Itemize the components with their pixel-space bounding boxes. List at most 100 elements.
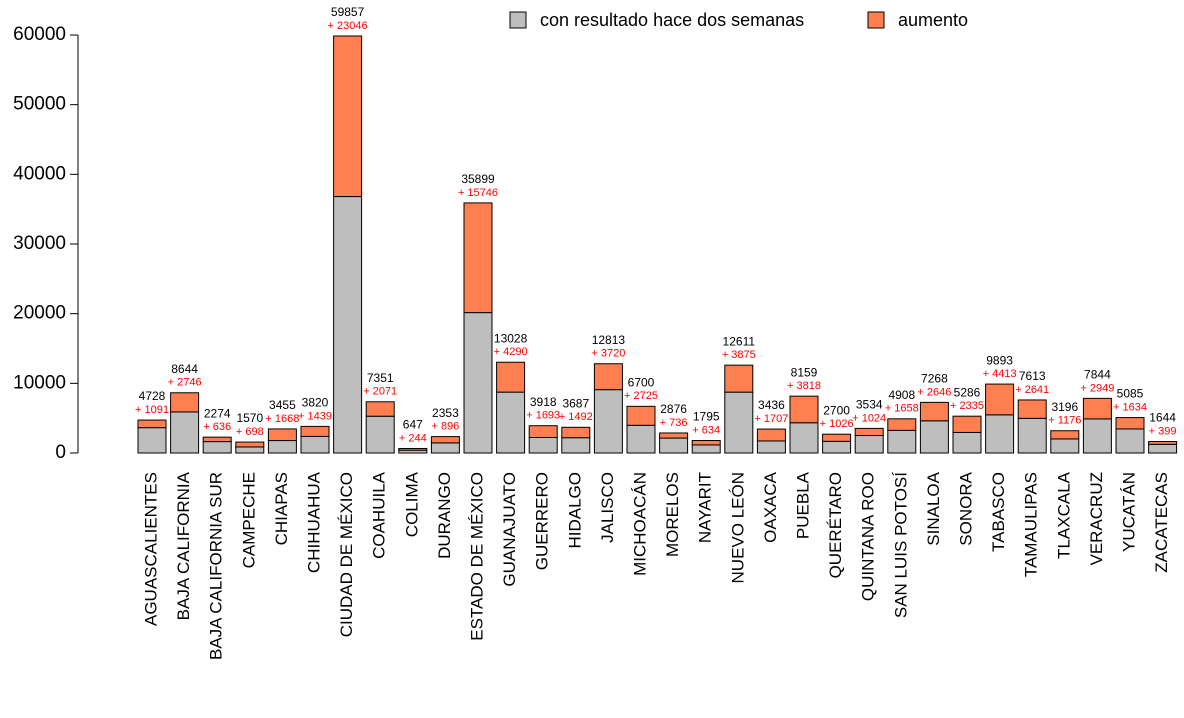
bar-segment [267,428,297,442]
bar-segment [463,202,493,314]
bar-segment [919,420,949,454]
increase-label: + 4290 [494,346,528,358]
legend-label: con resultado hace dos semanas [540,10,804,30]
bar-segment [1082,418,1112,454]
x-tick-label: GUANAJUATO [500,472,519,587]
total-label: 1570 [236,411,263,425]
x-tick-label: CAMPECHE [239,472,258,568]
x-tick-label: CIUDAD DE MÉXICO [337,472,356,637]
increase-label: + 2725 [624,390,658,402]
bar-segment [756,428,786,442]
total-label: 59857 [331,5,365,19]
bar-segment [561,437,591,454]
y-tick-label: 10000 [13,372,66,393]
increase-label: + 3818 [787,380,821,392]
bar-segment [1115,417,1145,430]
bar-segment [659,432,689,439]
bar-segment [854,435,884,454]
increase-label: + 636 [203,421,231,433]
bar-segment [235,441,265,448]
x-tick-label: HIDALGO [565,472,584,549]
increase-label: + 3875 [722,349,756,361]
increase-label: + 2646 [917,386,951,398]
total-label: 3196 [1051,400,1078,414]
bar-segment [626,405,656,426]
bar-segment [952,431,982,454]
bar-segment [593,389,623,454]
total-label: 35899 [461,172,495,186]
increase-label: + 1668 [265,413,299,425]
bar-segment [1082,397,1112,420]
x-tick-label: VERACRUZ [1087,472,1106,566]
bar-segment [333,196,363,454]
legend-swatch [509,11,527,29]
bar-segment [528,425,558,438]
bar-segment [919,401,949,422]
total-label: 5085 [1117,387,1144,401]
y-tick-label: 0 [55,442,66,463]
total-label: 7844 [1084,368,1111,382]
increase-label: + 399 [1149,425,1177,437]
y-tick-label: 30000 [13,233,66,254]
increase-label: + 2071 [363,386,397,398]
x-tick-label: QUERÉTARO [826,472,845,578]
total-label: 3534 [856,398,883,412]
bar-segment [333,35,363,198]
increase-label: + 244 [399,432,427,444]
total-label: 8159 [791,365,818,379]
total-label: 5286 [954,385,981,399]
x-tick-label: MORELOS [663,472,682,557]
bar-segment [528,436,558,454]
bar-segment [1050,430,1080,440]
increase-label: + 2746 [168,377,202,389]
total-label: 6700 [628,375,655,389]
x-tick-label: COAHUILA [370,471,389,559]
bar-segment [1148,443,1178,454]
bar-segment [887,429,917,454]
y-tick-label: 50000 [13,94,66,115]
total-label: 3455 [269,398,296,412]
increase-label: + 634 [692,424,720,436]
increase-label: + 23046 [328,20,368,32]
increase-label: + 2949 [1080,382,1114,394]
x-tick-label: SAN LUIS POTOSÍ [891,472,910,618]
increase-label: + 896 [431,421,459,433]
increase-label: + 1024 [852,412,886,424]
increase-label: + 4413 [983,368,1017,380]
x-tick-label: JALISCO [598,472,617,543]
bar-segment [365,401,395,417]
x-tick-label: BAJA CALIFORNIA [174,471,193,620]
x-tick-label: NAYARIT [696,472,715,543]
x-tick-label: TLAXCALA [1054,471,1073,559]
legend-swatch [867,11,885,29]
y-tick-label: 40000 [13,163,66,184]
x-tick-label: ZACATECAS [1152,472,1171,573]
increase-label: + 1693 [526,410,560,422]
total-label: 9893 [986,353,1013,367]
bar-segment [1017,417,1047,454]
bar-segment [789,422,819,454]
bar-segment [496,391,526,454]
total-label: 2700 [823,403,850,417]
bar-segment [854,427,884,437]
bar-segment [202,441,232,454]
bar-segment [463,312,493,454]
bar-segment [822,433,852,442]
bar-segment [170,411,200,454]
total-label: 3820 [302,396,329,410]
increase-label: + 1439 [298,410,332,422]
bar-segment [887,418,917,431]
bar-segment [202,436,232,443]
x-tick-label: TAMAULIPAS [1022,472,1041,577]
total-label: 12611 [723,334,756,348]
total-label: 8644 [171,362,198,376]
increase-label: + 698 [236,426,264,438]
increase-label: + 1176 [1048,415,1081,427]
total-label: 7268 [921,372,948,386]
y-tick-label: 20000 [13,303,66,324]
x-tick-label: CHIHUAHUA [304,471,323,573]
bar-segment [756,440,786,454]
increase-label: + 1658 [885,403,919,415]
x-tick-label: SONORA [956,471,975,545]
